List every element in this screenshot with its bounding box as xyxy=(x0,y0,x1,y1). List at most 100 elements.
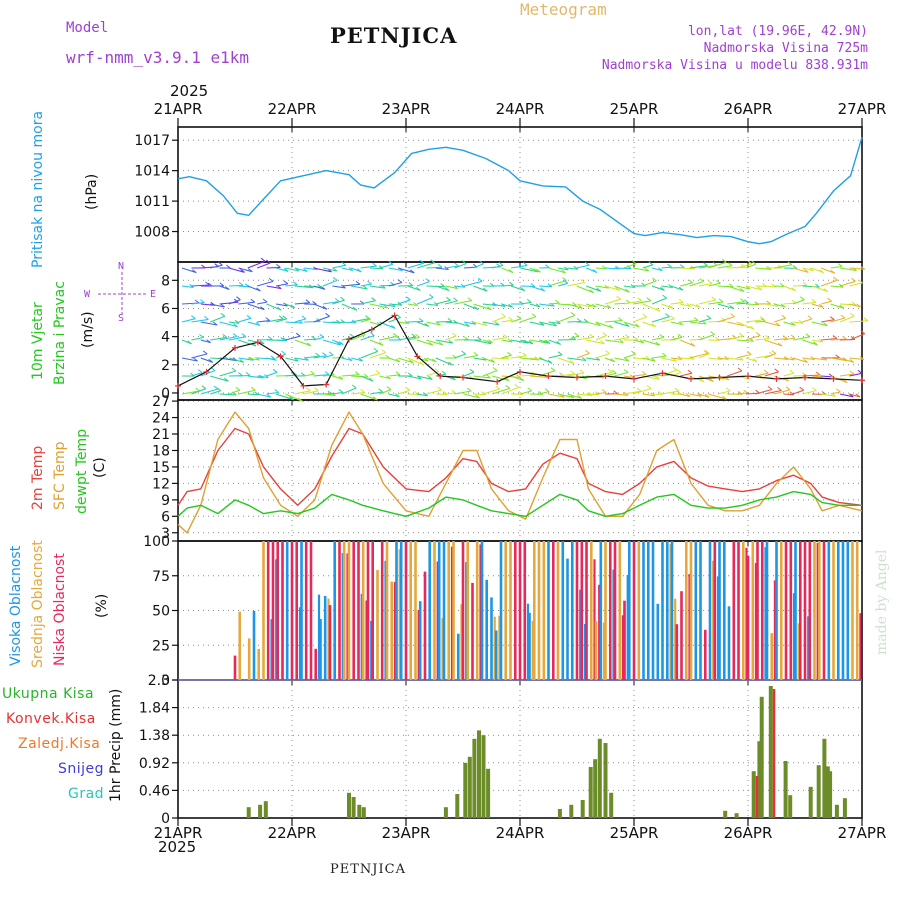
wind-barb-tip xyxy=(368,377,374,382)
wind-barb-tip xyxy=(777,386,782,391)
wind-barb xyxy=(454,390,472,395)
wind-barb-tip xyxy=(790,356,795,361)
wind-barb xyxy=(586,303,597,308)
wind-barb xyxy=(680,357,695,360)
cloud-bar xyxy=(465,562,468,680)
wind-barb-tip xyxy=(644,267,650,272)
wind-barb xyxy=(755,267,772,270)
wind-barb xyxy=(360,283,372,287)
wind-barb-tip xyxy=(408,282,414,287)
wind-barb-tip xyxy=(572,301,577,306)
page-title: PETNJICA xyxy=(330,23,458,48)
cloud-ylabel-mid: Srednja Oblacnost xyxy=(30,540,46,668)
temp-ylabel-2m: 2m Temp xyxy=(30,445,46,510)
cloud-bar xyxy=(537,541,541,680)
legend-hail: Grad xyxy=(68,786,105,802)
wind-barb xyxy=(727,285,745,293)
wind-barb-tip xyxy=(527,387,533,392)
wind-barb-tip xyxy=(324,371,330,376)
cloud-bar xyxy=(579,589,582,680)
cloud-bar xyxy=(475,541,479,680)
wind-barb-tip xyxy=(631,260,637,265)
cloud-bar xyxy=(270,619,273,680)
wind-barb-tip xyxy=(328,351,334,356)
wind-barb-tip xyxy=(763,369,769,374)
wind-barb xyxy=(595,267,607,270)
wind-barb-tip xyxy=(255,321,261,326)
wind-barb-tip xyxy=(354,371,360,376)
wind-barb xyxy=(322,374,335,377)
wind-barb xyxy=(698,299,716,305)
wind-barb-tip xyxy=(729,305,735,309)
wind-barb-tip xyxy=(615,286,621,291)
wind-barb xyxy=(839,357,854,363)
wind-barb xyxy=(228,357,244,363)
wind-barb xyxy=(445,265,459,269)
wind-barb xyxy=(604,285,620,291)
wind-barb-tip xyxy=(220,303,225,308)
wind-barb xyxy=(651,285,665,291)
wind-barb-tip xyxy=(266,393,272,398)
cloud-bar xyxy=(632,541,636,680)
cloud-bar xyxy=(666,541,669,680)
wind-barb-tip xyxy=(554,299,560,304)
wind-barb-tip xyxy=(388,260,394,265)
wind-barb-tip xyxy=(390,324,396,329)
wind-barb-tip xyxy=(602,332,608,336)
wind-barb xyxy=(501,339,513,343)
cloud-bar xyxy=(490,597,493,680)
wind-barb xyxy=(322,267,338,272)
wind-barb xyxy=(332,299,345,305)
wind-barb xyxy=(727,301,745,305)
wind-barb xyxy=(285,267,300,272)
cloud-bar xyxy=(716,576,720,680)
cloud-bar xyxy=(670,541,674,680)
wind-barb-tip xyxy=(226,264,231,269)
wind-barb xyxy=(332,391,343,395)
wind-barb xyxy=(285,393,303,402)
wind-barb-tip xyxy=(596,287,602,292)
wind-barb xyxy=(689,393,702,397)
wind-barb-tip xyxy=(381,349,387,354)
wind-barb xyxy=(548,339,561,345)
cloud-bar xyxy=(623,600,626,680)
cloud-bar xyxy=(846,541,850,680)
wind-barb xyxy=(341,336,355,341)
wind-barb-tip xyxy=(482,322,488,327)
wind-barb-tip xyxy=(686,303,692,307)
wind-barb xyxy=(548,279,567,287)
wind-barb-tip xyxy=(505,384,511,389)
wind-barb-tip xyxy=(688,279,693,284)
wind-barb xyxy=(369,352,386,359)
wind-barb xyxy=(708,261,727,269)
wind-barb xyxy=(680,372,693,377)
wind-barb xyxy=(708,282,721,287)
cloud-bar xyxy=(604,541,607,680)
ytick-label: 1008 xyxy=(134,225,170,241)
wind-barb xyxy=(698,353,710,359)
wind-barb xyxy=(849,303,861,308)
wind-barb xyxy=(238,285,250,288)
wind-barb xyxy=(680,303,691,308)
wind-barb xyxy=(181,285,194,288)
wind-barb xyxy=(369,372,381,377)
wind-barb-tip xyxy=(851,301,857,306)
wind-barb-tip xyxy=(362,285,368,290)
wind-barb xyxy=(811,303,824,308)
wind-barb xyxy=(548,267,566,274)
ytick-label: 21 xyxy=(152,427,170,443)
precip-total-bar xyxy=(768,686,773,818)
cloud-bar xyxy=(689,541,693,680)
wind-barb-tip xyxy=(295,332,301,337)
wind-barb xyxy=(322,321,341,324)
wind-barb-tip xyxy=(752,358,758,362)
legend-freezing-rain: Zaledj.Kisa xyxy=(18,736,101,752)
wind-barb-tip xyxy=(305,299,311,304)
wind-barb xyxy=(294,318,307,323)
wind-barb-tip xyxy=(330,371,335,376)
wind-barb-tip xyxy=(317,283,322,288)
wind-barb xyxy=(266,318,284,323)
wind-barb-tip xyxy=(465,322,470,327)
wind-barb xyxy=(736,321,755,330)
wind-barb-tip xyxy=(255,356,260,361)
